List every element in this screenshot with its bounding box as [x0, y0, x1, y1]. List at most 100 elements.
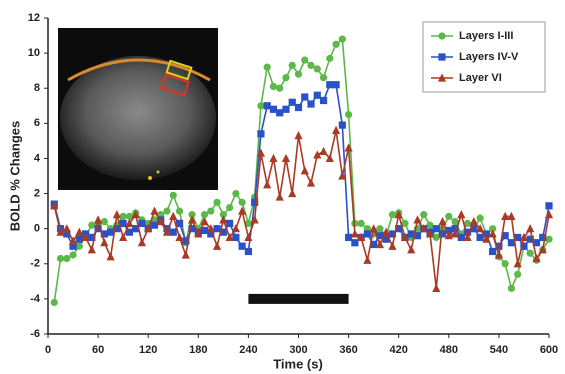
- marker: [326, 55, 333, 62]
- marker: [213, 225, 220, 232]
- marker: [213, 242, 221, 250]
- marker: [345, 143, 353, 151]
- marker: [269, 154, 277, 162]
- marker: [326, 81, 333, 88]
- marker: [407, 245, 415, 253]
- marker: [307, 178, 315, 186]
- marker: [264, 64, 271, 71]
- marker: [545, 210, 553, 218]
- marker: [320, 97, 327, 104]
- x-tick-label: 240: [239, 344, 257, 356]
- x-tick-label: 540: [490, 344, 508, 356]
- marker: [57, 255, 64, 262]
- y-tick-label: 6: [34, 117, 40, 129]
- marker: [169, 212, 177, 220]
- marker: [314, 65, 321, 72]
- marker: [295, 71, 302, 78]
- marker: [113, 210, 121, 218]
- marker: [257, 102, 264, 109]
- marker: [420, 211, 427, 218]
- marker: [76, 243, 83, 250]
- x-tick-label: 180: [189, 344, 207, 356]
- marker: [239, 243, 246, 250]
- y-tick-label: 8: [34, 82, 40, 94]
- marker: [263, 180, 271, 188]
- marker: [388, 242, 396, 250]
- y-tick-label: -6: [30, 328, 40, 340]
- marker: [307, 100, 314, 107]
- x-tick-label: 120: [139, 344, 157, 356]
- marker: [477, 215, 484, 222]
- marker: [226, 204, 233, 211]
- marker: [120, 213, 127, 220]
- x-tick-label: 360: [339, 344, 357, 356]
- marker: [101, 218, 108, 225]
- marker: [94, 215, 102, 223]
- marker: [363, 256, 371, 264]
- x-axis-label: Time (s): [273, 356, 323, 371]
- y-tick-label: -4: [30, 293, 41, 305]
- marker: [477, 234, 484, 241]
- marker: [282, 154, 290, 162]
- marker: [264, 102, 271, 109]
- marker: [413, 215, 421, 223]
- x-tick-label: 420: [390, 344, 408, 356]
- inset-image: [58, 28, 218, 190]
- marker: [163, 208, 170, 215]
- x-tick-label: 600: [540, 344, 558, 356]
- marker: [270, 106, 277, 113]
- marker: [351, 239, 358, 246]
- marker: [508, 285, 515, 292]
- marker: [301, 57, 308, 64]
- marker: [301, 93, 308, 100]
- marker: [282, 74, 289, 81]
- marker: [376, 225, 383, 232]
- y-axis-label: BOLD % Changes: [7, 121, 22, 232]
- legend-label: Layers IV-V: [459, 51, 519, 63]
- marker: [276, 192, 284, 200]
- marker: [307, 62, 314, 69]
- marker: [358, 220, 365, 227]
- legend-marker: [438, 53, 445, 60]
- marker: [88, 222, 95, 229]
- marker: [426, 222, 433, 229]
- marker: [295, 104, 302, 111]
- marker: [170, 192, 177, 199]
- marker: [526, 224, 534, 232]
- marker: [170, 229, 177, 236]
- legend-marker: [438, 32, 445, 39]
- marker: [63, 255, 70, 262]
- marker: [514, 271, 521, 278]
- marker: [232, 234, 239, 241]
- marker: [138, 220, 145, 227]
- marker: [107, 252, 115, 260]
- marker: [332, 81, 339, 88]
- marker: [69, 251, 76, 258]
- y-tick-label: 0: [34, 223, 40, 235]
- marker: [270, 83, 277, 90]
- marker: [182, 250, 190, 258]
- marker: [332, 41, 339, 48]
- marker: [282, 106, 289, 113]
- marker: [320, 74, 327, 81]
- marker: [213, 199, 220, 206]
- legend-label: Layer VI: [459, 72, 502, 84]
- marker: [239, 199, 246, 206]
- marker: [345, 111, 352, 118]
- marker: [294, 131, 302, 139]
- y-tick-label: 4: [34, 152, 41, 164]
- marker: [527, 250, 534, 257]
- marker: [176, 208, 183, 215]
- y-tick-label: 2: [34, 187, 40, 199]
- marker: [502, 260, 509, 267]
- marker: [489, 248, 496, 255]
- marker: [457, 210, 465, 218]
- marker: [545, 202, 552, 209]
- marker: [207, 208, 214, 215]
- stimulus-bar: [248, 294, 348, 304]
- marker: [232, 190, 239, 197]
- y-tick-label: -2: [30, 258, 40, 270]
- x-tick-label: 300: [289, 344, 307, 356]
- marker: [351, 229, 359, 237]
